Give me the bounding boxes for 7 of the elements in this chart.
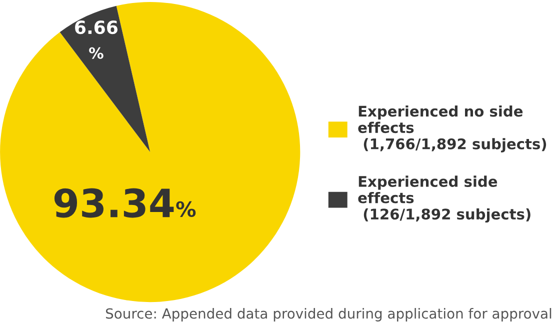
legend-label: Experienced side effects (126/1,892 subjects)	[358, 176, 530, 223]
legend-label: Experienced no side effects (1,766/1,892 subjects)	[358, 105, 546, 152]
pie-slice	[0, 2, 300, 302]
source-note: Source: Appended data provided during application for approval	[106, 308, 552, 322]
data-label: 93.34%	[54, 188, 196, 218]
pie-slice	[60, 6, 150, 152]
data-label: 6.66%	[75, 20, 118, 59]
